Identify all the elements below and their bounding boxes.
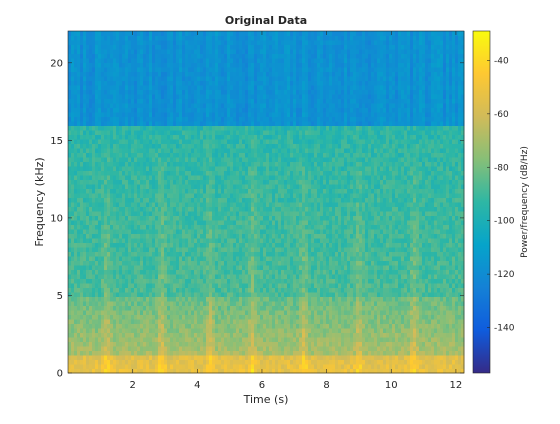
y-tick-label: 15 bbox=[50, 136, 63, 147]
x-tick-label: 10 bbox=[385, 380, 398, 391]
y-tick-label: 0 bbox=[57, 369, 63, 380]
colorbar: -140 -120 -100 -80 -60 -40 Power/frequency (d… bbox=[473, 31, 530, 373]
chart-title: Original Data bbox=[225, 14, 307, 27]
colorbar-tick-label: -120 bbox=[494, 270, 515, 280]
colorbar-tick-label: -80 bbox=[494, 163, 509, 173]
x-tick-label: 12 bbox=[450, 380, 463, 391]
y-axis-label: Frequency (kHz) bbox=[33, 157, 46, 246]
colorbar-tick-label: -140 bbox=[494, 324, 515, 334]
spectrogram-heatmap bbox=[68, 31, 464, 373]
x-tick-label: 8 bbox=[323, 380, 329, 391]
colorbar-ticks: -140 -120 -100 -80 -60 -40 bbox=[487, 56, 515, 333]
colorbar-tick-label: -100 bbox=[494, 217, 515, 227]
plot-area bbox=[68, 31, 464, 373]
y-tick-label: 10 bbox=[50, 213, 63, 224]
x-tick-label: 2 bbox=[129, 380, 135, 391]
colorbar-tick-label: -40 bbox=[494, 56, 509, 66]
y-tick-label: 20 bbox=[50, 58, 63, 69]
y-tick-label: 5 bbox=[57, 291, 63, 302]
x-axis-label: Time (s) bbox=[243, 393, 289, 406]
colorbar-gradient bbox=[473, 31, 490, 373]
x-tick-label: 6 bbox=[259, 380, 265, 391]
x-tick-label: 4 bbox=[194, 380, 200, 391]
colorbar-label: Power/frequency (dB/Hz) bbox=[520, 146, 530, 258]
colorbar-tick-label: -60 bbox=[494, 110, 509, 120]
